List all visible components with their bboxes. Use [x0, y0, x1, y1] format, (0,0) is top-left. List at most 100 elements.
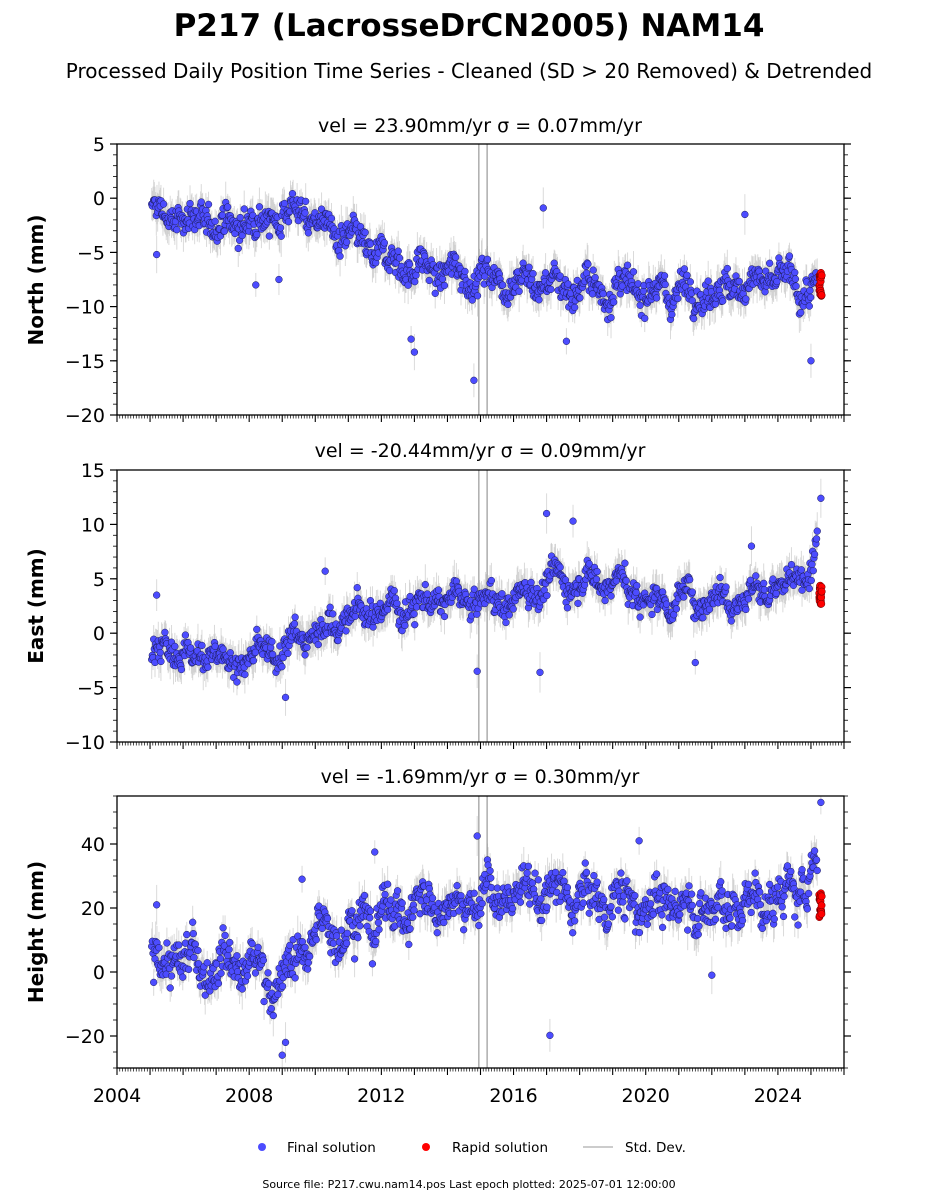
final-point [423, 590, 431, 598]
final-point [431, 289, 439, 297]
final-point [662, 600, 671, 608]
y-tick-label: −20 [65, 405, 105, 427]
final-point [807, 357, 815, 365]
final-point [723, 264, 731, 273]
final-point [772, 589, 780, 598]
final-point [535, 296, 543, 304]
final-point [674, 294, 682, 303]
final-point [394, 247, 402, 255]
final-point [680, 265, 689, 273]
final-point [275, 275, 283, 284]
final-point [277, 232, 285, 240]
final-point [691, 658, 699, 667]
final-point [515, 287, 523, 295]
y-tick-label: −10 [65, 732, 105, 754]
final-point [198, 641, 206, 650]
final-point [204, 200, 213, 209]
final-point [302, 197, 310, 206]
rapid-point [817, 599, 826, 608]
final-point [288, 189, 297, 198]
final-point [411, 621, 419, 629]
final-point [405, 260, 414, 268]
final-point [813, 527, 821, 535]
final-point [253, 625, 261, 634]
final-point [421, 580, 429, 589]
east-final-points [148, 494, 825, 702]
final-point [571, 303, 579, 312]
final-point [153, 250, 161, 259]
final-point [410, 348, 419, 356]
final-point [561, 576, 570, 584]
final-point [810, 550, 819, 559]
final-point [161, 628, 169, 637]
final-point [303, 643, 311, 652]
final-point [498, 281, 507, 289]
final-point [806, 286, 814, 295]
final-point [498, 590, 506, 598]
rapid-point [817, 587, 826, 596]
final-point [473, 292, 482, 300]
final-point [705, 605, 714, 613]
final-point [792, 282, 800, 290]
final-point [791, 268, 799, 277]
final-point [504, 300, 512, 309]
final-point [187, 644, 195, 652]
final-point [742, 295, 750, 303]
final-point [593, 567, 601, 576]
final-point [380, 239, 388, 247]
final-point [808, 560, 816, 569]
final-point [636, 301, 644, 309]
height-ylabel: Height (mm) [24, 861, 48, 1003]
final-point [632, 588, 640, 597]
final-point [735, 277, 743, 286]
y-tick-label: 5 [93, 569, 105, 591]
final-point [672, 605, 681, 613]
north-panel: vel = 23.90mm/yr σ = 0.07mm/yr North (mm… [24, 115, 851, 427]
final-point [157, 657, 165, 666]
final-point [220, 227, 229, 235]
final-point [807, 576, 815, 585]
final-point [722, 583, 730, 591]
final-point [219, 645, 227, 653]
final-point [278, 663, 286, 671]
final-point [589, 266, 597, 274]
final-point [452, 253, 460, 261]
figure-title: P217 (LacrosseDrCN2005) NAM14 [174, 8, 765, 44]
final-point [797, 566, 806, 574]
final-point [584, 260, 592, 268]
final-point [539, 204, 547, 212]
final-point [556, 272, 564, 280]
final-point [253, 230, 261, 239]
final-point [390, 587, 398, 595]
y-tick-label: 0 [93, 188, 105, 210]
final-point [543, 591, 551, 600]
final-point [434, 586, 443, 594]
final-point [171, 642, 179, 651]
final-point [461, 267, 469, 276]
final-point [661, 280, 669, 289]
final-point [648, 610, 656, 619]
final-point [574, 599, 582, 608]
final-point [623, 261, 632, 269]
final-point [326, 603, 334, 611]
final-point [281, 693, 290, 702]
final-point [234, 244, 242, 253]
final-point [607, 592, 615, 600]
final-point [181, 631, 190, 639]
final-point [336, 252, 344, 260]
final-point [787, 561, 796, 569]
final-point [547, 285, 555, 294]
final-point [327, 214, 336, 223]
final-point [641, 314, 649, 323]
height-panel-title: vel = -1.69mm/yr σ = 0.30mm/yr [321, 766, 640, 788]
final-point [744, 595, 753, 603]
final-point [249, 656, 258, 665]
final-point [361, 228, 369, 237]
north-panel-title: vel = 23.90mm/yr σ = 0.07mm/yr [318, 115, 642, 137]
east-panel: vel = -20.44mm/yr σ = 0.09mm/yr East (mm… [24, 440, 851, 754]
final-point [276, 224, 285, 232]
final-point [509, 605, 517, 613]
final-point [301, 209, 309, 217]
final-point [601, 596, 609, 605]
